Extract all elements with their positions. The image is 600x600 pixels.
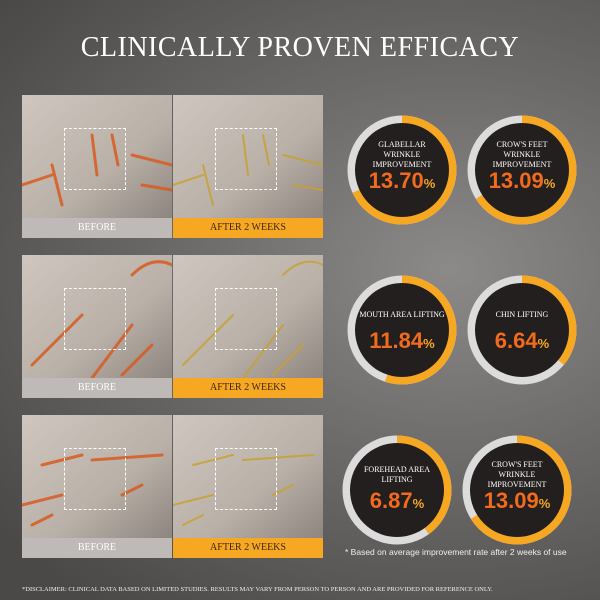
- disclaimer: *DISCLAIMER: CLINICAL DATA BASED ON LIMI…: [22, 586, 493, 593]
- metric-circle: CHIN LIFTING 6.64%: [466, 274, 578, 386]
- after-label: AFTER 2 WEEKS: [173, 218, 323, 238]
- before-label: BEFORE: [22, 538, 172, 558]
- before-label: BEFORE: [22, 218, 172, 238]
- metric-circle: MOUTH AREA LIFTING 11.84%: [346, 274, 458, 386]
- focus-box: [64, 128, 126, 190]
- progress-ring: [342, 435, 452, 545]
- page-title: CLINICALLY PROVEN EFFICACY: [80, 32, 520, 63]
- after-photo: [173, 255, 323, 378]
- before-photo: [22, 415, 172, 538]
- focus-box: [64, 448, 126, 510]
- focus-box: [64, 288, 126, 350]
- focus-box: [215, 448, 277, 510]
- metric-value: 11.84%: [369, 328, 435, 353]
- metric-value: 13.70%: [368, 168, 436, 193]
- metric-circle: CROW'S FEET WRINKLE IMPROVEMENT 13.09%: [461, 434, 573, 546]
- metric-value: 13.09%: [483, 488, 551, 513]
- after-label: AFTER 2 WEEKS: [173, 378, 323, 398]
- focus-box: [215, 128, 277, 190]
- metric-value: 6.64%: [494, 328, 550, 353]
- metric-caption: GLABELLAR WRINKLE IMPROVEMENT: [372, 140, 432, 169]
- after-label: AFTER 2 WEEKS: [173, 538, 323, 558]
- before-photo: [22, 95, 172, 218]
- footnote: * Based on average improvement rate afte…: [345, 547, 567, 557]
- progress-ring: [467, 275, 577, 385]
- metric-caption: FOREHEAD AREA LIFTING: [363, 465, 430, 484]
- metric-circle: GLABELLAR WRINKLE IMPROVEMENT 13.70%: [346, 114, 458, 226]
- metric-caption: CROW'S FEET WRINKLE IMPROVEMENT: [492, 140, 552, 169]
- progress-ring: [347, 275, 457, 385]
- metric-value: 6.87%: [369, 488, 425, 513]
- metric-value: 13.09%: [488, 168, 556, 193]
- after-photo: [173, 415, 323, 538]
- progress-ring: [347, 115, 457, 225]
- after-photo: [173, 95, 323, 218]
- metric-circle: FOREHEAD AREA LIFTING 6.87%: [341, 434, 453, 546]
- metric-caption: CHIN LIFTING: [495, 310, 549, 319]
- metric-circle: CROW'S FEET WRINKLE IMPROVEMENT 13.09%: [466, 114, 578, 226]
- progress-ring: [467, 115, 577, 225]
- metric-caption: MOUTH AREA LIFTING: [359, 310, 445, 319]
- before-photo: [22, 255, 172, 378]
- progress-ring: [462, 435, 572, 545]
- focus-box: [215, 288, 277, 350]
- before-label: BEFORE: [22, 378, 172, 398]
- metric-caption: CROW'S FEET WRINKLE IMPROVEMENT: [487, 460, 547, 489]
